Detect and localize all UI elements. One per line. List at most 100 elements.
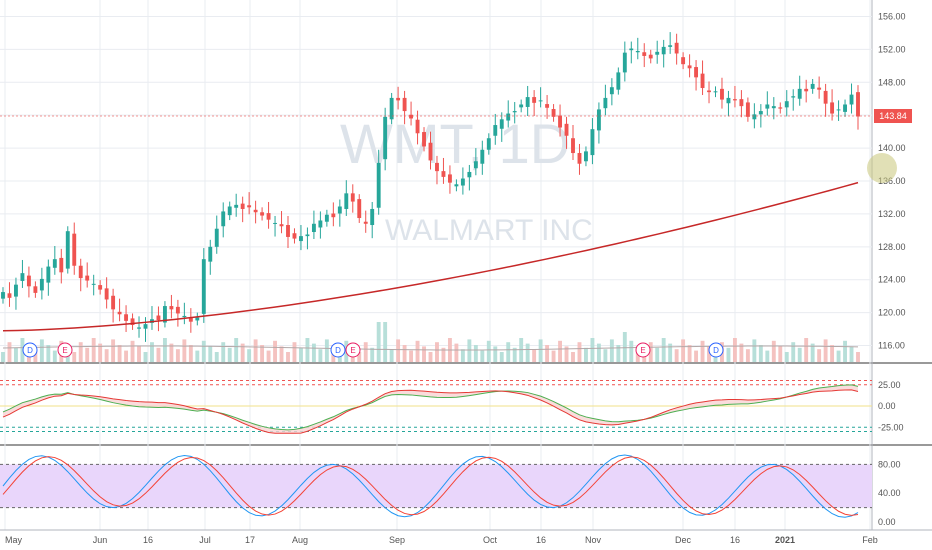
candle: [609, 78, 614, 106]
time-tick-label: 17: [245, 535, 255, 545]
candle: [260, 207, 265, 221]
candle: [635, 37, 640, 60]
volume-bar: [111, 339, 116, 362]
candle: [571, 125, 575, 161]
dividend-marker[interactable]: D: [22, 342, 38, 358]
last-price-badge: [874, 109, 912, 123]
time-axis[interactable]: May Jun 16 Jul 17 Aug Sep Oct 16 Nov Dec 16 2021 Feb: [0, 529, 932, 545]
candle: [370, 201, 375, 239]
candle: [648, 49, 653, 64]
indicator2-tick-label: 0.00: [878, 517, 896, 527]
volume-bar: [849, 346, 854, 362]
volume-bar: [460, 349, 465, 362]
dividend-marker[interactable]: D: [330, 342, 346, 358]
volume-bar: [396, 339, 401, 362]
dividend-marker[interactable]: D: [708, 342, 724, 358]
svg-text:D: D: [335, 346, 341, 355]
candle: [745, 97, 750, 122]
time-tick-label: Nov: [585, 535, 602, 545]
volume-bar: [784, 352, 789, 362]
volume-bar: [558, 340, 562, 362]
volume-bar: [279, 346, 284, 362]
candle: [14, 277, 18, 310]
candle: [674, 33, 679, 65]
svg-text:D: D: [27, 346, 33, 355]
volume-bar: [726, 347, 731, 362]
candle: [130, 313, 135, 330]
candle: [1, 287, 5, 304]
volume-bar: [661, 338, 666, 362]
candle: [713, 86, 718, 98]
volume-bar: [771, 340, 776, 362]
candle: [422, 127, 426, 152]
price-candles[interactable]: [1, 32, 860, 342]
volume-bar: [525, 343, 530, 362]
volume-bar: [596, 343, 601, 362]
candle: [817, 76, 822, 99]
volume-bar: [299, 347, 303, 362]
candle: [687, 54, 692, 78]
candle: [791, 89, 796, 111]
volume-bar: [745, 349, 750, 362]
indicator-panel-2-axis: 80.00 40.00 0.00: [878, 459, 901, 527]
volume-bar: [564, 346, 569, 362]
candle: [441, 157, 446, 184]
candle: [124, 305, 129, 332]
candle: [590, 118, 595, 165]
volume-bar: [681, 339, 686, 362]
last-price-label: 143.84: [879, 111, 907, 121]
candle: [305, 227, 310, 250]
volume-bar: [532, 349, 537, 362]
candle: [836, 100, 841, 121]
candle: [726, 90, 731, 117]
candle: [104, 277, 109, 309]
earnings-marker[interactable]: E: [57, 342, 73, 358]
volume-bar: [856, 352, 860, 362]
svg-text:D: D: [713, 346, 719, 355]
candle: [227, 201, 232, 221]
volume-bar: [175, 349, 180, 362]
candle: [409, 101, 414, 126]
candle: [732, 85, 737, 108]
watermark-name: WALMART INC: [385, 214, 593, 247]
earnings-marker[interactable]: E: [635, 342, 651, 358]
candle: [428, 131, 433, 170]
volume-bar: [7, 342, 12, 362]
candle: [681, 52, 686, 70]
candle: [752, 103, 757, 129]
volume-bar: [804, 338, 809, 362]
indicator-panel-1-axis: 25.00 0.00 -25.00: [878, 380, 904, 433]
volume-bar: [655, 347, 660, 362]
price-tick-label: 152.00: [878, 44, 906, 54]
volume-bar: [506, 342, 511, 362]
candle: [383, 107, 388, 171]
earnings-marker[interactable]: E: [345, 342, 361, 358]
volume-bar: [182, 339, 187, 362]
volume-bar: [843, 340, 847, 362]
candle: [642, 43, 647, 68]
price-tick-label: 128.00: [878, 242, 906, 252]
candle: [558, 104, 562, 137]
candle: [830, 89, 835, 121]
candle: [318, 211, 323, 239]
volume-bar: [428, 352, 433, 362]
volume-bar: [674, 349, 679, 362]
volume-bar: [214, 352, 219, 362]
volume-bar: [480, 350, 485, 362]
indicator-panel-2[interactable]: [0, 454, 872, 518]
candle: [208, 239, 213, 275]
volume-bar: [383, 322, 388, 362]
candle: [823, 83, 828, 117]
volume-bars: [1, 322, 860, 362]
price-tick-label: 124.00: [878, 275, 906, 285]
indicator-panel-1[interactable]: [0, 380, 872, 434]
volume-bar: [687, 345, 692, 362]
time-tick-label: 2021: [775, 535, 795, 545]
volume-bar: [78, 342, 83, 362]
volume-bar: [441, 347, 446, 362]
candle: [266, 201, 271, 229]
volume-bar: [247, 349, 252, 362]
candle: [603, 84, 608, 116]
